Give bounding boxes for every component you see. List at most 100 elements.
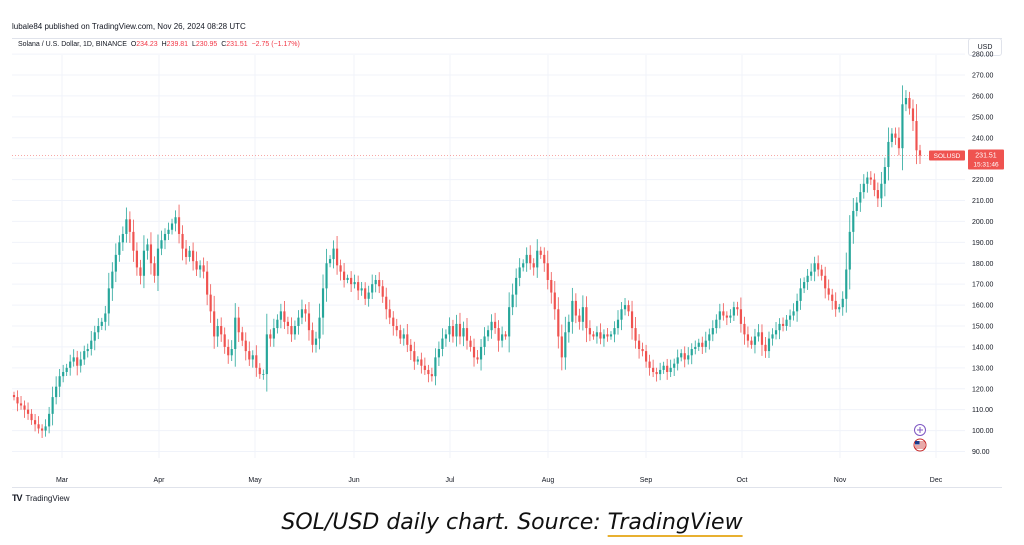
candle-body	[321, 288, 325, 318]
candle-body	[767, 338, 771, 352]
candle-body	[297, 317, 300, 326]
candle-body	[501, 334, 504, 341]
candle-body	[209, 294, 212, 312]
candle-body	[764, 344, 767, 352]
candle-body	[855, 202, 858, 211]
candle-body	[525, 254, 528, 264]
candle-body	[364, 288, 367, 299]
x-tick-label: Dec	[930, 477, 943, 484]
candle-body	[371, 284, 374, 293]
candle-body	[118, 242, 121, 255]
low-value: 230.95	[195, 41, 218, 48]
candle-body	[637, 340, 641, 350]
candle-body	[44, 426, 47, 431]
candle-body	[128, 219, 131, 232]
candle-body	[788, 315, 792, 320]
candle-body	[911, 108, 915, 122]
candle-body	[244, 340, 247, 352]
candle-body	[332, 248, 335, 260]
candle-body	[504, 334, 507, 337]
candle-body	[76, 357, 79, 366]
candle-body	[627, 305, 630, 312]
candle-body	[476, 357, 479, 360]
candle-body	[532, 263, 535, 268]
x-tick-label: Aug	[542, 477, 555, 484]
candle-body	[602, 334, 606, 339]
candle-body	[746, 334, 750, 341]
candle-body	[894, 133, 897, 138]
price-tag-value: 231.51	[975, 153, 997, 160]
candle-body	[652, 367, 655, 373]
candle-body	[599, 332, 602, 339]
candle-body	[83, 351, 86, 360]
high-label: H	[161, 41, 167, 48]
symbol-legend: Solana / U.S. Dollar, 1D, BINANCE O234.2…	[18, 41, 300, 48]
candle-body	[630, 311, 634, 329]
candle-body	[732, 307, 735, 316]
candle-body	[149, 244, 153, 264]
candle-body	[170, 223, 174, 230]
candle-body	[248, 351, 251, 360]
candle-body	[585, 307, 588, 329]
candle-body	[673, 363, 676, 368]
candle-body	[385, 296, 388, 310]
candle-body	[606, 334, 609, 337]
candle-body	[455, 323, 458, 337]
candle-body	[160, 240, 163, 249]
candle-body	[490, 321, 493, 331]
candle-body	[251, 355, 254, 360]
candle-body	[887, 141, 890, 168]
candle-body	[139, 267, 142, 276]
candle-body	[125, 219, 128, 234]
x-tick-label: Sep	[640, 477, 653, 484]
x-tick-label: Nov	[834, 477, 847, 484]
candle-body	[174, 217, 177, 224]
candle-body	[483, 336, 486, 347]
y-tick-label: 200.00	[972, 219, 994, 226]
candle-body	[427, 369, 430, 375]
candle-body	[536, 250, 539, 268]
candle-body	[269, 334, 272, 339]
candle-body	[381, 286, 384, 297]
candle-body	[683, 353, 686, 360]
candle-body	[153, 263, 156, 276]
figure-caption: SOL/USD daily chart. Source: TradingView	[0, 510, 1024, 535]
candle-body	[648, 361, 651, 368]
candle-body	[220, 326, 223, 335]
us-flag-icon	[915, 441, 920, 445]
candle-body	[571, 300, 574, 322]
candle-body	[592, 334, 595, 337]
currency-selector[interactable]: USD	[968, 38, 1002, 56]
candle-body	[328, 259, 332, 264]
candle-body	[300, 309, 304, 318]
candle-body	[750, 340, 753, 345]
candle-body	[574, 300, 577, 316]
candle-body	[743, 323, 746, 335]
candle-body	[838, 307, 841, 310]
y-tick-label: 170.00	[972, 282, 994, 289]
candle-body	[704, 340, 707, 347]
tradingview-branding: TV TradingView	[12, 493, 70, 503]
candle-body	[255, 355, 258, 368]
candle-body	[876, 190, 879, 199]
candle-body	[494, 321, 497, 329]
caption-text: SOL/USD daily chart. Source:	[281, 510, 608, 535]
caption-source-link[interactable]: TradingView	[607, 510, 743, 535]
candle-body	[711, 328, 714, 335]
candle-body	[307, 313, 311, 331]
us-flag-icon	[913, 438, 927, 452]
candle-body	[518, 267, 521, 278]
y-tick-label: 250.00	[972, 114, 994, 121]
candle-body	[142, 250, 146, 276]
candle-body	[588, 328, 591, 335]
candle-body	[697, 342, 700, 347]
candle-body	[213, 311, 216, 337]
candle-body	[290, 326, 293, 335]
candle-body	[852, 210, 855, 232]
symbol-tag	[929, 150, 965, 161]
candle-body	[546, 263, 549, 280]
candle-body	[757, 332, 760, 337]
candle-body	[357, 282, 360, 291]
x-tick-label: Apr	[154, 477, 166, 484]
